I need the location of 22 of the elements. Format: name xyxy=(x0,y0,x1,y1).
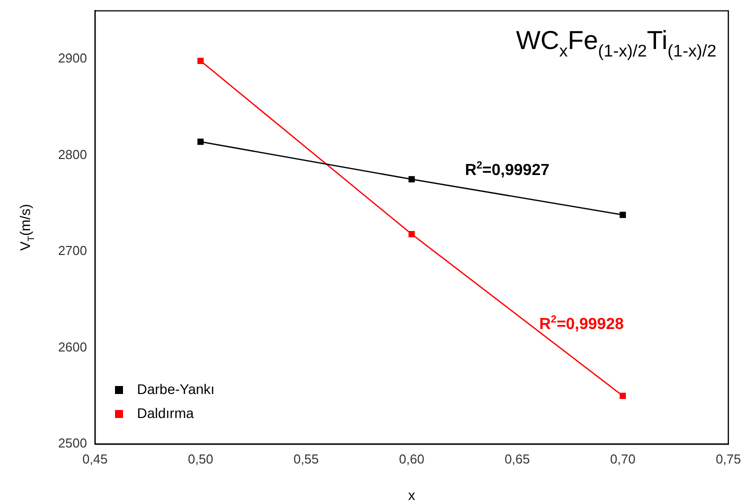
x-tick-label: 0,75 xyxy=(716,451,742,466)
y-tick-label: 2500 xyxy=(58,436,87,451)
x-tick-label: 0,50 xyxy=(188,451,214,466)
x-tick-label: 0,70 xyxy=(610,451,636,466)
point xyxy=(620,392,626,399)
x-tick-label: 0,65 xyxy=(504,451,530,466)
y-tick-label: 2700 xyxy=(58,243,87,258)
y-axis-title: VT(m/s) xyxy=(17,204,36,251)
legend-label: Darbe-Yankı xyxy=(137,380,215,397)
point xyxy=(408,176,415,182)
x-tick-label: 0,60 xyxy=(399,451,424,466)
legend-label: Daldırma xyxy=(137,404,194,421)
point xyxy=(620,212,626,218)
x-tick-label: 0,55 xyxy=(293,451,319,466)
point xyxy=(197,138,204,145)
point xyxy=(197,58,204,64)
point xyxy=(408,231,415,238)
y-tick-label: 2800 xyxy=(58,146,87,162)
y-tick-label: 2900 xyxy=(58,50,87,66)
x-axis-title: x xyxy=(408,487,416,503)
x-tick-label: 0,45 xyxy=(82,451,108,466)
y-tick-label: 2600 xyxy=(58,339,87,354)
